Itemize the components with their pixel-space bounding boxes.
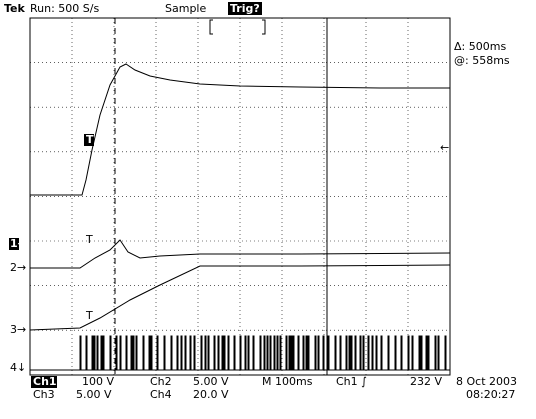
ch2-trace xyxy=(30,239,451,269)
cursor-at: @: 558ms xyxy=(454,54,510,67)
ch3-scale: 5.00 V xyxy=(76,388,112,401)
level-marker: ← xyxy=(440,141,449,154)
ch3-label: Ch3 xyxy=(33,388,55,401)
trig-box xyxy=(228,2,262,15)
ch1-ref: 1→ xyxy=(10,237,27,250)
trigger-marker: T xyxy=(86,133,94,146)
ch4-trace xyxy=(30,335,450,371)
trigger-box xyxy=(84,134,94,146)
trigger-marker: T xyxy=(85,309,93,322)
trig-state: Trig? xyxy=(230,2,260,15)
trigger-marker: T xyxy=(85,233,93,246)
ch3-ref: 3→ xyxy=(10,323,26,336)
ch2-ref: 2→ xyxy=(10,261,26,274)
trigger-source: Ch1 ∫ xyxy=(336,375,367,388)
brand: Tek xyxy=(4,2,26,15)
ch1-scale: 100 V xyxy=(82,375,114,388)
trigger-level: 232 V xyxy=(410,375,442,388)
timebase: M 100ms xyxy=(262,375,313,388)
ch1-ref-box xyxy=(9,238,19,250)
ch4-ref: 4↓ xyxy=(10,361,26,374)
ch3-trace xyxy=(29,264,451,331)
ch1-trace xyxy=(30,63,450,196)
ch4-scale: 20.0 V xyxy=(193,388,229,401)
date: 8 Oct 2003 xyxy=(456,375,517,388)
acq-mode: Sample xyxy=(165,2,206,15)
ch2-label: Ch2 xyxy=(150,375,172,388)
cursor-delta: Δ: 500ms xyxy=(454,40,506,53)
ch1-box xyxy=(31,376,57,388)
time: 08:20:27 xyxy=(466,388,515,401)
ch4-label: Ch4 xyxy=(150,388,172,401)
run-state: Run: 500 S/s xyxy=(30,2,99,15)
ch1-label: Ch1 xyxy=(33,375,57,388)
trigger-bracket xyxy=(209,19,266,35)
ch2-scale: 5.00 V xyxy=(193,375,229,388)
